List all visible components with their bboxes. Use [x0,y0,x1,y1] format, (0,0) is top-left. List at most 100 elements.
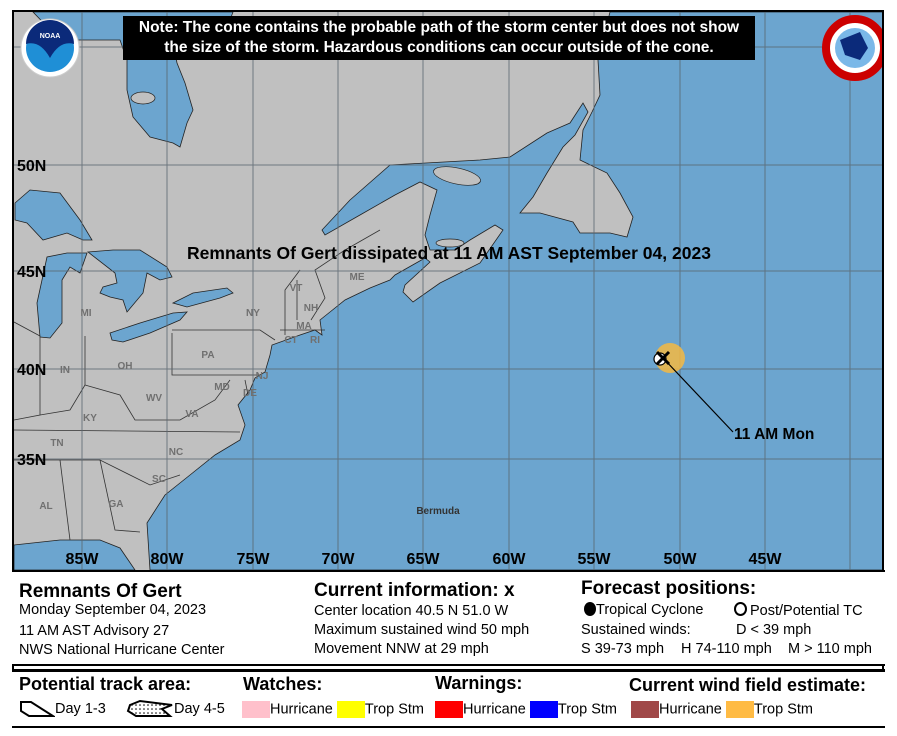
center-location: Center location 40.5 N 51.0 W [314,603,509,619]
watch-ts-label: Trop Stm [364,701,424,718]
state-label: NY [246,308,260,319]
gulf-of-mexico [14,539,136,570]
cone-day13-icon [20,701,57,717]
state-label: ME [350,272,365,283]
bermuda-label: Bermuda [416,506,460,517]
warnings-legend: Hurricane Trop Stm [435,701,617,718]
lat-label: 50N [17,158,46,175]
great-lakes [14,189,234,343]
lon-label: 50W [664,551,698,568]
island [435,238,465,248]
island [130,91,156,105]
lon-label: 45W [749,551,783,568]
state-label: SC [152,474,166,485]
movement: Movement NNW at 29 mph [314,641,489,657]
atlantic-ocean [146,12,883,570]
lat-label: 40N [17,362,46,379]
state-label: VA [185,409,198,420]
wind-ts-swatch [725,701,754,718]
sustained-winds-label: Sustained winds: [581,622,691,638]
state-label: AL [39,501,52,512]
tc-label: Tropical Cyclone [596,602,704,618]
note-line-2: the size of the storm. Hazardous conditi… [164,39,714,56]
state-label: MD [214,382,230,393]
state-label: VT [290,283,303,294]
warn-ts-swatch [529,701,558,718]
current-info-label: Current information: [314,580,504,601]
wind-m: M > 110 mph [788,641,872,657]
legend-panel: Potential track area: Day 1-3 Day 4-5 Wa… [12,669,885,728]
warn-hurricane-swatch [435,701,463,718]
lon-label: 70W [322,551,356,568]
state-label: NH [304,303,318,314]
state-borders [14,229,381,541]
lon-label: 85W [66,551,100,568]
state-label: RI [310,335,320,346]
lat-labels: 50N 45N 40N 35N [17,158,46,469]
storm-label-leader [662,357,734,433]
warn-hurricane-label: Hurricane [463,701,526,718]
noaa-logo-text: NOAA [40,33,61,40]
storm-time-label: 11 AM Mon [734,426,814,443]
lon-label: 60W [493,551,527,568]
state-label: OH [118,361,133,372]
nws-logo [822,15,883,81]
advisory-date: Monday September 04, 2023 [19,602,207,618]
noaa-logo: NOAA [20,18,80,78]
lon-label: 65W [407,551,441,568]
wind-d: D < 39 mph [736,622,812,638]
state-label: DE [243,388,257,399]
island [433,166,481,186]
state-label: IN [60,365,70,376]
x-icon: x [504,580,515,601]
advisory-number: 11 AM AST Advisory 27 [19,623,170,639]
watch-ts-swatch [336,701,365,718]
wind-field-legend: Hurricane Trop Stm [631,701,813,718]
state-label: MA [296,321,312,332]
wind-hurricane-label: Hurricane [659,701,722,718]
issuing-center: NWS National Hurricane Center [19,642,225,658]
max-wind: Maximum sustained wind 50 mph [314,622,530,638]
lon-label: 80W [151,551,185,568]
cone-note: Note: The cone contains the probable pat… [123,16,755,60]
info-panel: Remnants Of Gert Monday September 04, 20… [12,570,885,666]
ptc-legend: Post/Potential TC [734,602,863,619]
state-label: TN [50,438,63,449]
filled-circle-icon [584,602,596,616]
watch-hurricane-swatch [242,701,270,718]
dissipation-headline: Remnants Of Gert dissipated at 11 AM AST… [187,243,711,263]
state-label: WV [146,393,162,404]
wind-ts-label: Trop Stm [753,701,813,718]
day45-label: Day 4-5 [174,700,225,717]
lon-label: 55W [578,551,612,568]
note-line-1: Note: The cone contains the probable pat… [138,19,740,36]
wind-field-trop-stm [655,343,685,373]
current-info-title: Current information: x [314,580,515,602]
day13-legend: Day 1-3 [19,699,106,719]
state-label: NC [169,447,183,458]
warn-ts-label: Trop Stm [557,701,617,718]
state-label: GA [109,499,124,510]
state-label: KY [83,413,97,424]
state-label: PA [201,350,214,361]
storm-name: Remnants Of Gert [19,581,182,602]
watch-hurricane-label: Hurricane [270,701,333,718]
state-label: NJ [256,371,269,382]
tc-legend: Tropical Cyclone [584,602,703,618]
ptc-label: Post/Potential TC [750,603,863,619]
warnings-title: Warnings: [435,673,523,693]
forecast-title: Forecast positions: [581,578,757,599]
cone-day45-icon [126,699,173,717]
wind-field-title: Current wind field estimate: [629,675,867,695]
day13-label: Day 1-3 [55,700,106,717]
state-label: CT [284,335,297,346]
lat-lon-grid [14,12,883,570]
track-area-title: Potential track area: [19,674,192,694]
open-circle-icon [734,602,747,616]
wind-hurricane-swatch [631,701,659,718]
state-label: MI [80,308,91,319]
lat-label: 45N [17,264,46,281]
wind-h: H 74-110 mph [681,641,772,657]
